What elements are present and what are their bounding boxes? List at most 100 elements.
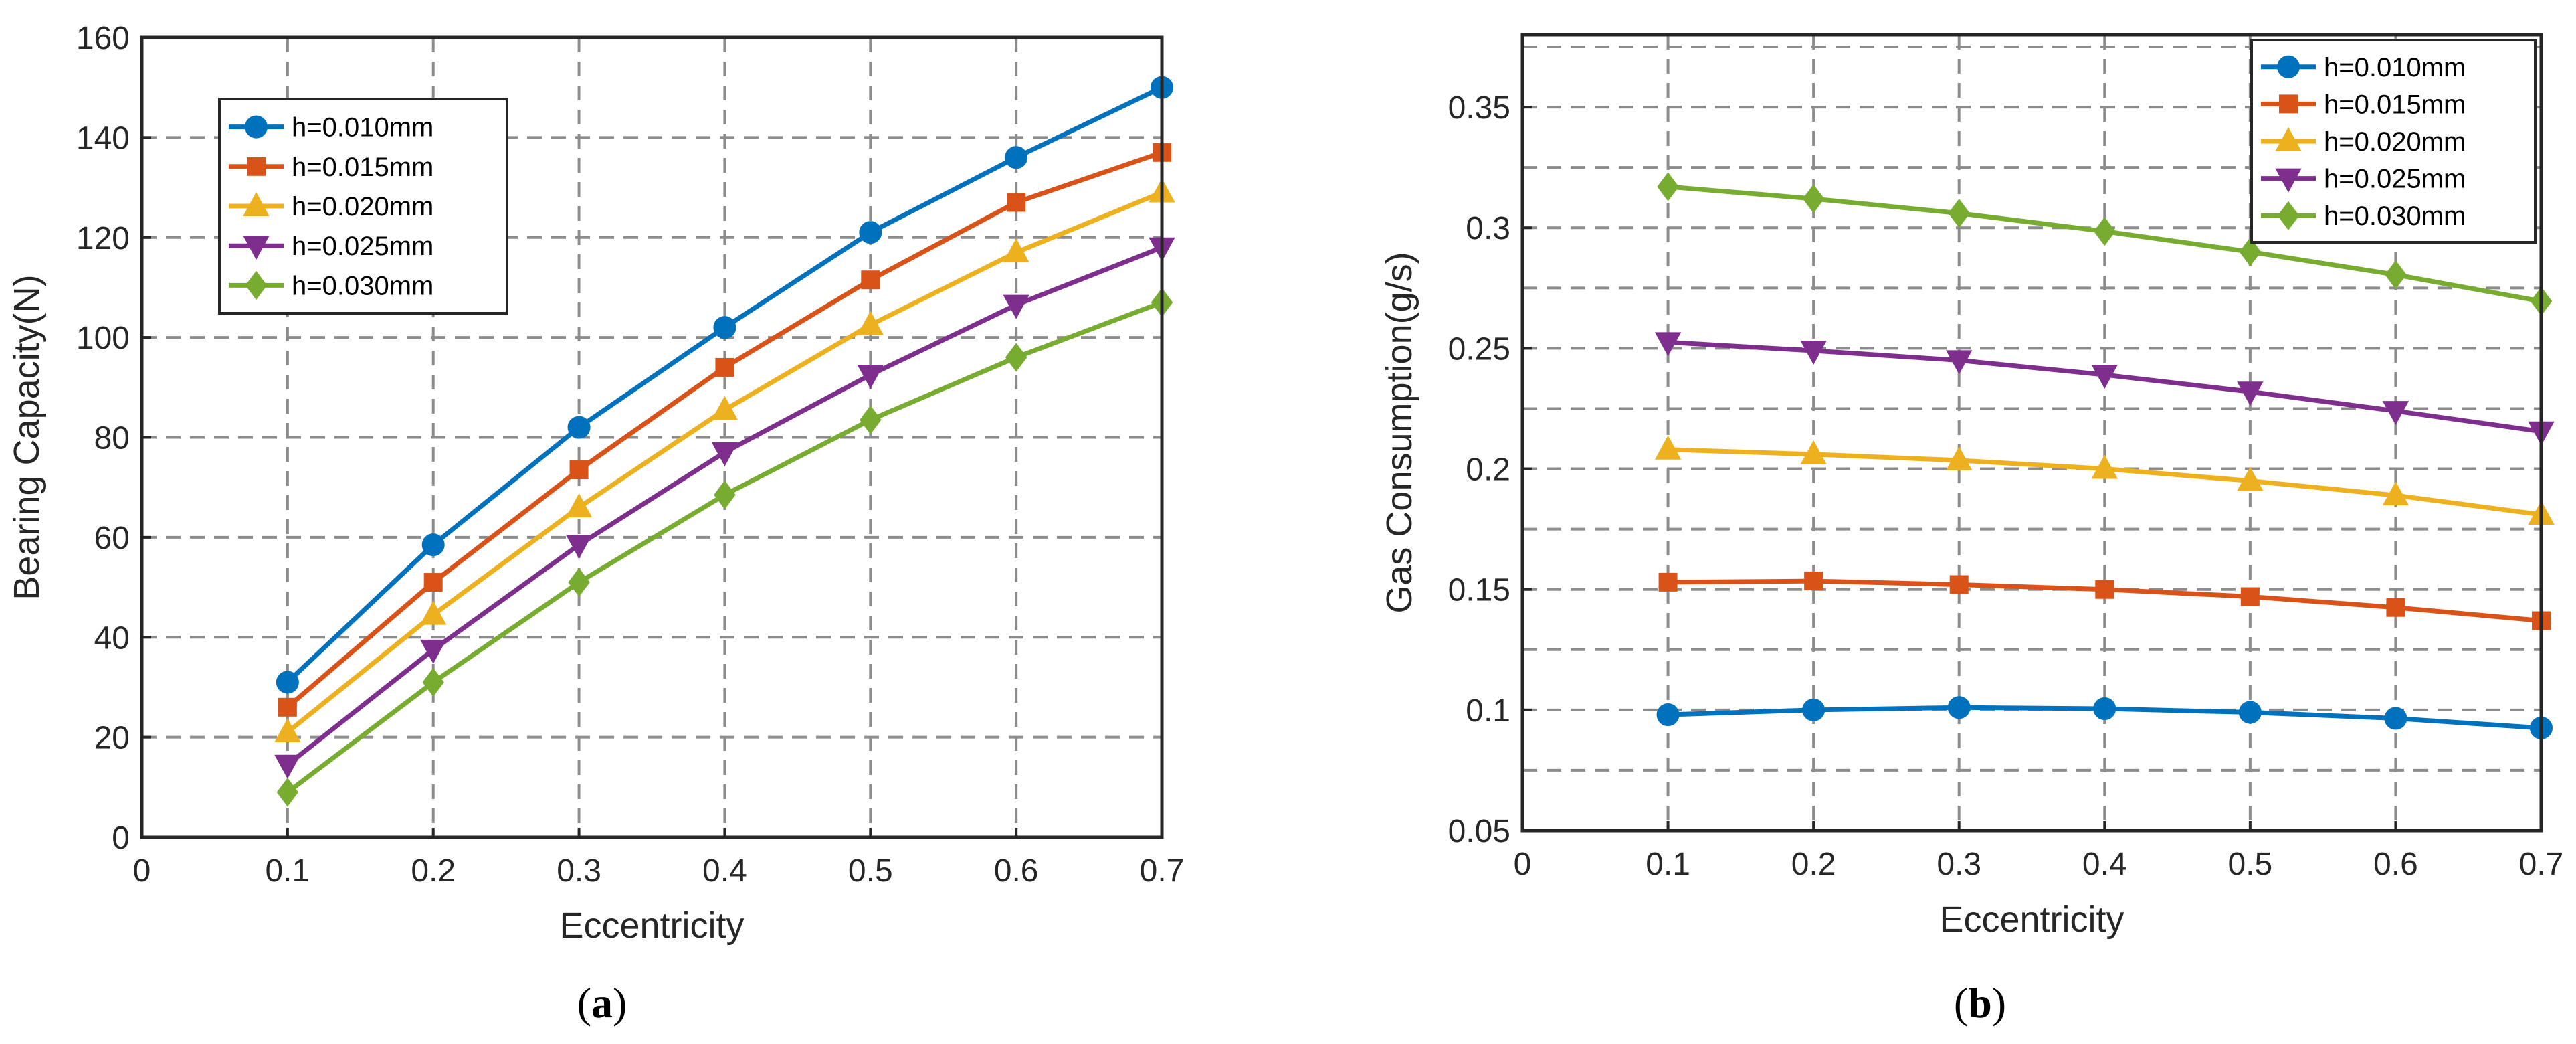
b-data-point	[2385, 260, 2407, 290]
b-data-point	[2382, 401, 2409, 426]
a-data-point	[714, 480, 736, 510]
a-x-tick-label: 0.4	[702, 853, 747, 889]
a-series-5	[276, 288, 1173, 807]
caption-b-open: (	[1954, 979, 1968, 1027]
caption-a-open: (	[577, 979, 591, 1027]
a-legend-label: h=0.010mm	[292, 113, 433, 143]
b-data-point	[2386, 598, 2405, 617]
a-x-tick-label: 0.1	[265, 853, 310, 889]
b-data-point	[1948, 198, 1970, 228]
b-y-tick-label: 0.2	[1466, 452, 1510, 488]
caption-a: (a)	[577, 979, 627, 1027]
a-data-point	[568, 568, 590, 597]
a-legend-item: h=0.010mm	[229, 113, 433, 143]
b-data-point	[1658, 572, 1678, 592]
a-y-tick-label: 140	[76, 120, 130, 156]
a-x-tick-label: 0.2	[411, 853, 456, 889]
a-data-point	[857, 365, 884, 389]
panel-a-series	[274, 76, 1175, 807]
a-legend-item: h=0.020mm	[229, 191, 433, 222]
b-data-point	[2094, 216, 2116, 246]
a-legend-marker	[243, 236, 270, 260]
a-legend-item: h=0.030mm	[229, 270, 433, 300]
a-series-1	[276, 76, 1173, 694]
a-data-point	[1003, 294, 1029, 319]
a-y-tick-label: 160	[76, 21, 130, 56]
b-y-tick-label: 0.15	[1448, 573, 1510, 608]
a-legend-label: h=0.015mm	[292, 153, 433, 182]
panel-b-y-axis-label: Gas Consumption(g/s)	[1379, 252, 1419, 613]
a-data-point	[861, 270, 880, 290]
b-x-tick-label: 0.3	[1937, 847, 1981, 882]
b-series-1	[1656, 696, 2553, 740]
b-legend-item: h=0.030mm	[2261, 201, 2466, 231]
b-legend-item: h=0.025mm	[2261, 165, 2466, 194]
caption-b-close: )	[1992, 979, 2006, 1027]
a-legend-label: h=0.020mm	[292, 192, 433, 222]
a-legend-label: h=0.025mm	[292, 232, 433, 261]
panel-b-plot-frame	[1520, 33, 2543, 833]
b-legend-label: h=0.015mm	[2324, 90, 2466, 119]
a-y-tick-label: 100	[76, 321, 130, 356]
b-data-point	[1804, 572, 1823, 591]
a-legend-marker	[245, 115, 268, 139]
a-data-point	[1007, 193, 1026, 212]
a-x-tick-label: 0.6	[994, 853, 1039, 889]
b-legend-marker	[2277, 55, 2300, 78]
b-legend-marker	[2275, 168, 2302, 193]
panel-a-legend: h=0.010mm h=0.015mm h=0.020mm h=0.025mm h=0.…	[218, 98, 508, 315]
a-data-point	[274, 754, 301, 779]
a-data-point	[421, 533, 445, 557]
b-legend-label: h=0.010mm	[2324, 53, 2466, 82]
a-data-point	[420, 639, 447, 665]
a-series-3	[274, 178, 1175, 743]
a-data-point	[422, 667, 444, 697]
caption-a-close: )	[613, 979, 627, 1027]
panel-a-y-ticks: 0 20 40 60 80 100 120 140 160	[76, 21, 151, 856]
caption-b: (b)	[1954, 979, 2006, 1027]
b-series-2	[1658, 572, 2551, 630]
b-data-point	[2093, 697, 2116, 721]
b-data-point	[1800, 440, 1827, 464]
panel-b-x-ticks: 0 0.1 0.2 0.3 0.4 0.5 0.6 0.7	[1514, 821, 2563, 882]
a-data-point	[860, 405, 882, 435]
b-data-point	[2240, 587, 2260, 606]
b-data-point	[2238, 701, 2262, 724]
b-series-3	[1654, 435, 2555, 525]
b-x-tick-label: 0	[1514, 847, 1532, 882]
a-data-point	[274, 718, 301, 743]
b-legend-marker	[2277, 201, 2300, 230]
a-legend-label: h=0.030mm	[292, 271, 433, 300]
b-legend-label: h=0.025mm	[2324, 165, 2466, 194]
a-legend-marker	[243, 191, 270, 216]
a-data-point	[423, 573, 443, 592]
b-data-point	[2384, 707, 2407, 730]
panel-a-x-ticks: 0 0.1 0.2 0.3 0.4 0.5 0.6 0.7	[133, 828, 1184, 889]
b-legend-marker	[2275, 126, 2302, 151]
b-legend-marker	[2279, 94, 2298, 114]
b-series-5	[1657, 172, 2553, 316]
a-x-tick-label: 0	[133, 853, 151, 889]
a-data-point	[569, 460, 589, 480]
b-data-point	[1949, 575, 1969, 594]
a-data-point	[713, 316, 736, 339]
panel-a-y-axis-label: Bearing Capacity(N)	[7, 274, 47, 600]
b-data-point	[2237, 381, 2264, 406]
a-data-point	[420, 600, 447, 625]
panel-a-x-axis-label: Eccentricity	[559, 905, 744, 946]
b-data-point	[1654, 332, 1682, 357]
b-legend-item: h=0.010mm	[2261, 53, 2466, 82]
a-y-tick-label: 20	[94, 721, 130, 756]
b-data-point	[1802, 698, 1825, 721]
a-legend-item: h=0.015mm	[229, 153, 433, 182]
a-data-point	[1003, 238, 1029, 263]
b-x-tick-label: 0.1	[1646, 847, 1690, 882]
a-data-point	[278, 697, 297, 717]
b-legend-label: h=0.020mm	[2324, 127, 2466, 157]
a-data-point	[715, 357, 734, 377]
b-legend-item: h=0.015mm	[2261, 90, 2466, 119]
b-x-tick-label: 0.4	[2082, 847, 2127, 882]
b-data-point	[2239, 237, 2262, 266]
b-data-point	[1657, 172, 1679, 201]
